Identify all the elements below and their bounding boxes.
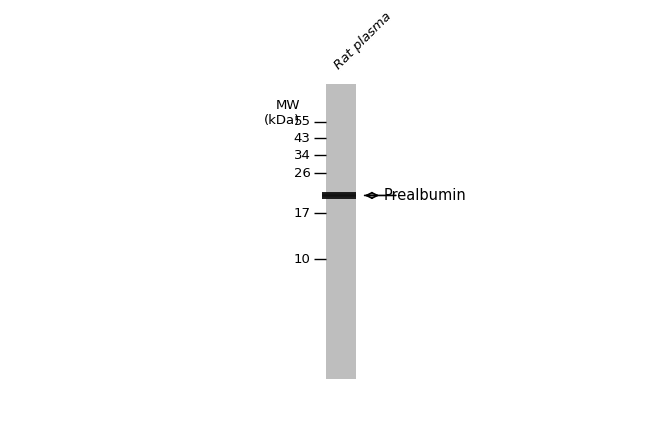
Text: 10: 10 [294,253,311,266]
Text: Rat plasma: Rat plasma [332,10,394,72]
Text: 17: 17 [293,207,311,220]
Text: Prealbumin: Prealbumin [384,188,466,203]
Text: 55: 55 [293,115,311,128]
Bar [322,192,356,199]
Text: 26: 26 [294,167,311,180]
Text: MW
(kDa): MW (kDa) [264,99,300,127]
Text: 34: 34 [294,149,311,162]
Bar [326,84,356,395]
Text: 43: 43 [294,132,311,144]
